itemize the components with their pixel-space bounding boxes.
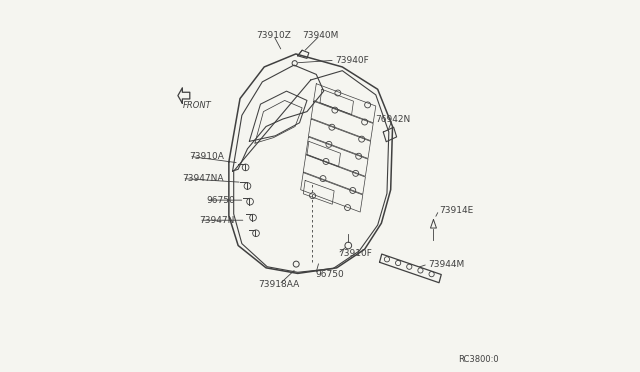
- Text: 73910F: 73910F: [338, 249, 372, 258]
- Text: 73914E: 73914E: [439, 206, 474, 215]
- Text: 73940F: 73940F: [335, 56, 369, 65]
- Text: FRONT: FRONT: [182, 101, 211, 110]
- Text: 73947N: 73947N: [199, 216, 234, 225]
- Text: 73910A: 73910A: [189, 152, 224, 161]
- Text: 76942N: 76942N: [375, 115, 410, 124]
- Text: 73910Z: 73910Z: [256, 31, 291, 40]
- Text: 73918AA: 73918AA: [259, 280, 300, 289]
- Text: 73947NA: 73947NA: [182, 174, 224, 183]
- Text: 96750: 96750: [316, 270, 344, 279]
- Text: 96750: 96750: [207, 196, 236, 205]
- Text: RC3800:0: RC3800:0: [458, 355, 499, 364]
- Text: 73940M: 73940M: [302, 31, 338, 40]
- Text: 73944M: 73944M: [428, 260, 464, 269]
